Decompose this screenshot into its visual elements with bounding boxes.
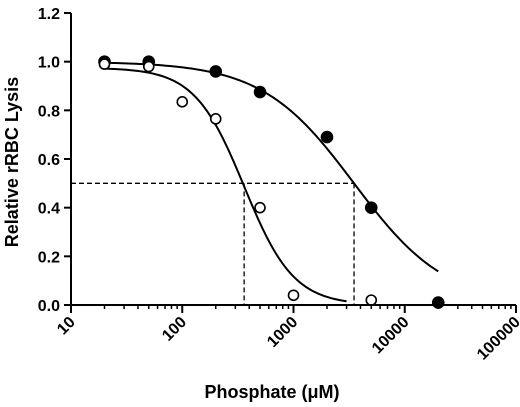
x-tick-label: 10 (54, 314, 79, 339)
y-tick-label: 0.4 (38, 201, 60, 218)
fit-curve-series-2 (104, 67, 347, 303)
data-point-series-1 (364, 201, 378, 214)
data-point-series-1 (320, 130, 334, 144)
x-tick-label: 100 (159, 314, 190, 345)
data-point-series-1 (209, 65, 223, 78)
x-axis-title: Phosphate (μM) (204, 382, 339, 402)
fit-curve-series-1 (104, 61, 439, 273)
x-tick-label: 1000 (264, 314, 301, 351)
data-point-series-2 (209, 113, 222, 125)
y-tick-label: 0.0 (38, 298, 60, 315)
plot-area (71, 55, 445, 309)
y-tick-label: 1.2 (38, 6, 60, 23)
y-tick-label: 0.8 (38, 103, 60, 120)
data-point-series-2 (254, 201, 266, 214)
data-point-series-2 (287, 289, 300, 302)
y-axis-title: Relative rRBC Lysis (2, 77, 22, 247)
data-point-series-2 (176, 96, 189, 108)
data-point-series-2 (365, 294, 378, 306)
x-tick-label: 10000 (369, 314, 413, 358)
y-tick-label: 1.0 (38, 55, 60, 72)
data-point-series-2 (98, 58, 111, 70)
y-tick-label: 0.6 (38, 152, 60, 169)
data-point-series-2 (142, 60, 155, 73)
data-point-series-1 (253, 85, 267, 99)
x-tick-label: 100000 (474, 314, 520, 364)
y-tick-label: 0.2 (38, 249, 60, 266)
